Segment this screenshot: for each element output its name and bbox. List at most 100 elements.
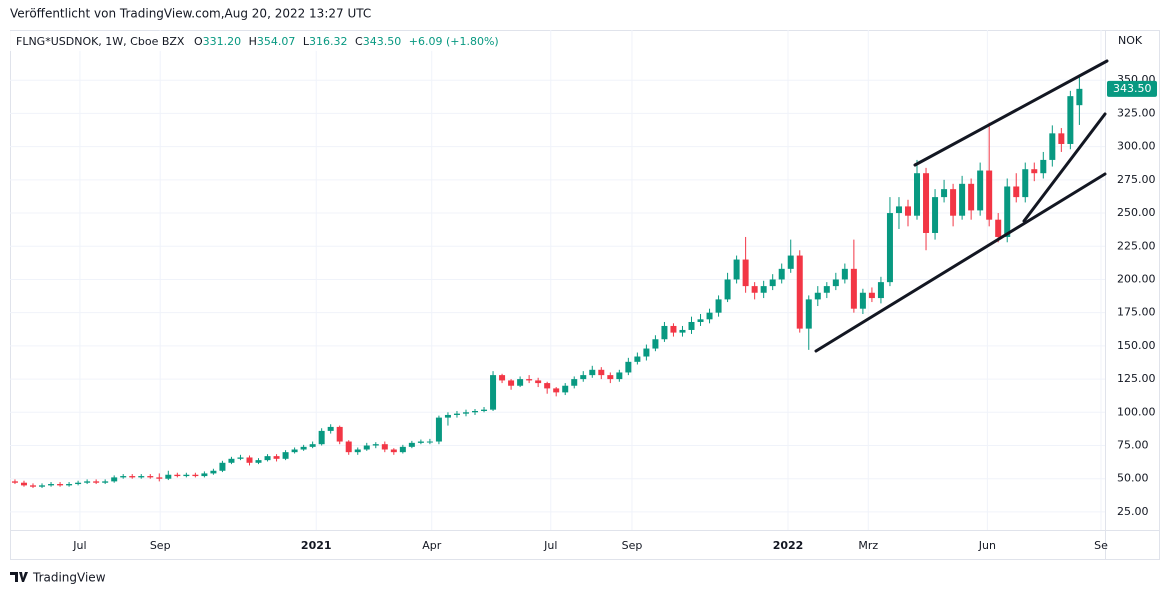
candle-body <box>941 189 948 198</box>
x-axis: Jul Sep 2021 Apr Jul Sep 2022 Mrz Jun Se <box>72 539 1108 552</box>
candle-body <box>1067 96 1074 144</box>
candle-body <box>832 279 839 287</box>
candle-body <box>679 329 686 333</box>
x-tick-label: Apr <box>422 539 442 552</box>
candle-body <box>580 375 587 380</box>
candle-body <box>706 312 713 320</box>
candle-body <box>237 457 244 459</box>
candle-body <box>805 299 812 329</box>
candle-body <box>760 286 767 293</box>
value: 331.20 <box>203 35 242 48</box>
candle-body <box>733 259 740 280</box>
x-tick-label: Jul <box>543 539 557 552</box>
frame <box>10 30 1160 560</box>
candle-body <box>201 473 208 477</box>
candle-body <box>598 369 605 376</box>
price-label-box <box>1107 80 1157 97</box>
y-tick-label: 175.00 <box>1117 306 1156 319</box>
candle-body <box>977 170 984 211</box>
candle-body <box>535 380 542 384</box>
candle-body <box>508 380 515 386</box>
trendlines <box>814 59 1109 353</box>
x-tick-label: Sep <box>622 539 643 552</box>
candle-body <box>661 325 668 340</box>
candle-body <box>444 414 451 418</box>
candle-body <box>354 449 361 453</box>
candle-body <box>435 417 442 442</box>
grid <box>10 30 1105 530</box>
candle-body <box>1040 159 1047 174</box>
y-tick-label: 25.00 <box>1117 505 1149 518</box>
candle-body <box>273 456 280 459</box>
candle-body <box>670 325 677 333</box>
candle-body <box>932 197 939 233</box>
y-tick-label: 75.00 <box>1117 439 1149 452</box>
candle-body <box>904 206 911 216</box>
candle-body <box>30 485 37 487</box>
candle-body <box>634 356 641 362</box>
x-tick-label: Se <box>1094 539 1108 552</box>
x-tick-label: Jul <box>72 539 86 552</box>
change: +6.09 (+1.80%) <box>409 35 499 48</box>
y-axis: 25.00 50.00 75.00 100.00 125.00 150.00 175.00 2… <box>1107 73 1157 518</box>
candle-body <box>390 449 397 453</box>
y-tick-label: 100.00 <box>1117 405 1156 418</box>
candle-body <box>264 456 271 461</box>
legend-bg <box>10 31 480 51</box>
y-tick-label: 50.00 <box>1117 472 1149 485</box>
y-tick-label: 250.00 <box>1117 206 1156 219</box>
candle-body <box>336 426 343 442</box>
candle-body <box>950 189 957 216</box>
candle-body <box>399 446 406 453</box>
candle-body <box>607 375 614 380</box>
candle-body <box>462 412 469 414</box>
candle-body <box>228 458 235 463</box>
trendline <box>1022 112 1107 223</box>
candle-body <box>751 286 758 293</box>
candle-body <box>914 173 921 216</box>
candle-body <box>318 430 325 445</box>
candle-body <box>544 383 551 389</box>
candle-body <box>769 279 776 287</box>
candle-body <box>129 476 136 478</box>
legend: FLNG*USDNOK, 1W, Cboe BZX O331.20 H354.0… <box>16 35 499 48</box>
candle-body <box>742 259 749 287</box>
candle-body <box>165 474 172 479</box>
candle-body <box>823 286 830 293</box>
candle-body <box>715 299 722 313</box>
x-tick-label: 2021 <box>301 539 332 552</box>
candle-body <box>66 484 73 486</box>
candle-body <box>381 444 388 450</box>
candle-body <box>417 441 424 443</box>
key: O <box>194 35 203 48</box>
candle-body <box>616 372 623 380</box>
candle-body <box>517 379 524 386</box>
candle-body <box>571 379 578 386</box>
candle-body <box>959 183 966 216</box>
candle-body <box>1013 186 1020 198</box>
candle-body <box>652 339 659 349</box>
candle-body <box>327 426 334 431</box>
candle-body <box>309 444 316 447</box>
x-tick-label: Sep <box>150 539 171 552</box>
candle-body <box>39 485 46 487</box>
y-tick-label: 225.00 <box>1117 239 1156 252</box>
brand: TradingView <box>10 571 106 585</box>
candle-body <box>562 385 569 393</box>
candle-body <box>111 477 118 482</box>
candle-body <box>183 474 190 477</box>
key: L <box>303 35 310 48</box>
candle-body <box>526 379 533 381</box>
candle-body <box>372 444 379 446</box>
key: H <box>249 35 257 48</box>
candle-body <box>886 213 893 283</box>
candle-body <box>1004 186 1011 237</box>
candle-body <box>11 481 18 483</box>
candles <box>11 74 1083 489</box>
y-tick-label: 325.00 <box>1117 106 1156 119</box>
candle-body <box>363 445 370 450</box>
published-note: Veröffentlicht von TradingView.com,Aug 2… <box>10 7 371 21</box>
trendline <box>913 59 1109 167</box>
